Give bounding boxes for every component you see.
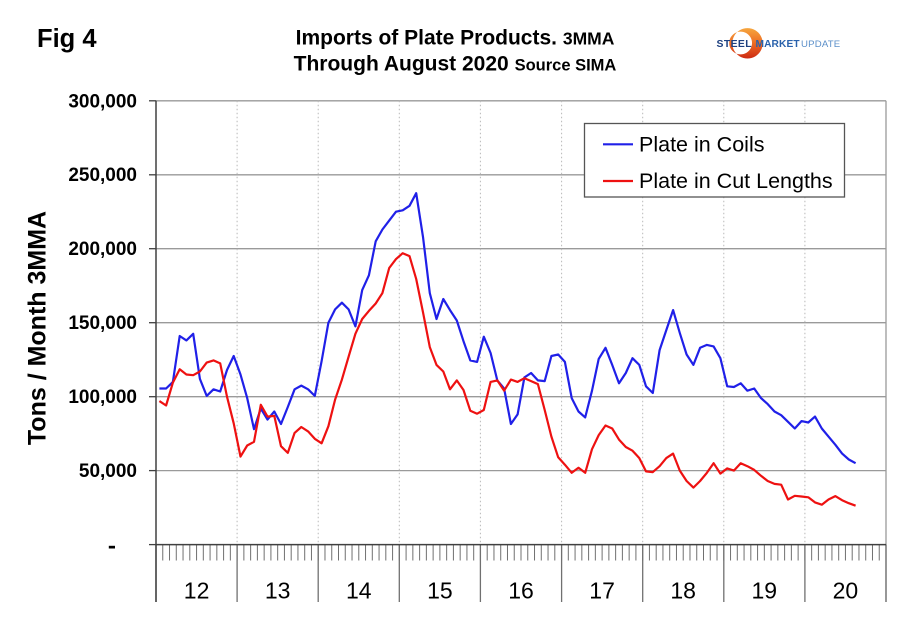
svg-text:STEEL: STEEL	[717, 39, 753, 50]
svg-text:15: 15	[427, 578, 453, 604]
svg-text:UPDATE: UPDATE	[801, 39, 840, 50]
svg-text:20: 20	[833, 578, 859, 604]
svg-text:200,000: 200,000	[68, 239, 137, 260]
svg-text:Imports of Plate Products. 3MM: Imports of Plate Products. 3MMA	[296, 27, 615, 50]
svg-text:MARKET: MARKET	[756, 39, 801, 50]
svg-text:Through August 2020 Source SIM: Through August 2020 Source SIMA	[294, 53, 617, 76]
svg-text:150,000: 150,000	[68, 313, 137, 334]
svg-text:12: 12	[184, 578, 210, 604]
svg-text:19: 19	[752, 578, 778, 604]
svg-text:14: 14	[346, 578, 372, 604]
svg-text:Fig 4: Fig 4	[37, 25, 97, 53]
svg-text:300,000: 300,000	[68, 91, 137, 112]
svg-text:250,000: 250,000	[68, 165, 137, 186]
svg-text:13: 13	[265, 578, 291, 604]
svg-text:Tons / Month 3MMA: Tons / Month 3MMA	[24, 211, 52, 445]
svg-text:100,000: 100,000	[68, 387, 137, 408]
svg-text:50,000: 50,000	[79, 461, 137, 482]
svg-text:17: 17	[589, 578, 615, 604]
svg-text:Plate in Coils: Plate in Coils	[639, 133, 764, 157]
svg-text:Plate in Cut Lengths: Plate in Cut Lengths	[639, 169, 833, 193]
svg-text:18: 18	[670, 578, 696, 604]
svg-text:16: 16	[508, 578, 534, 604]
